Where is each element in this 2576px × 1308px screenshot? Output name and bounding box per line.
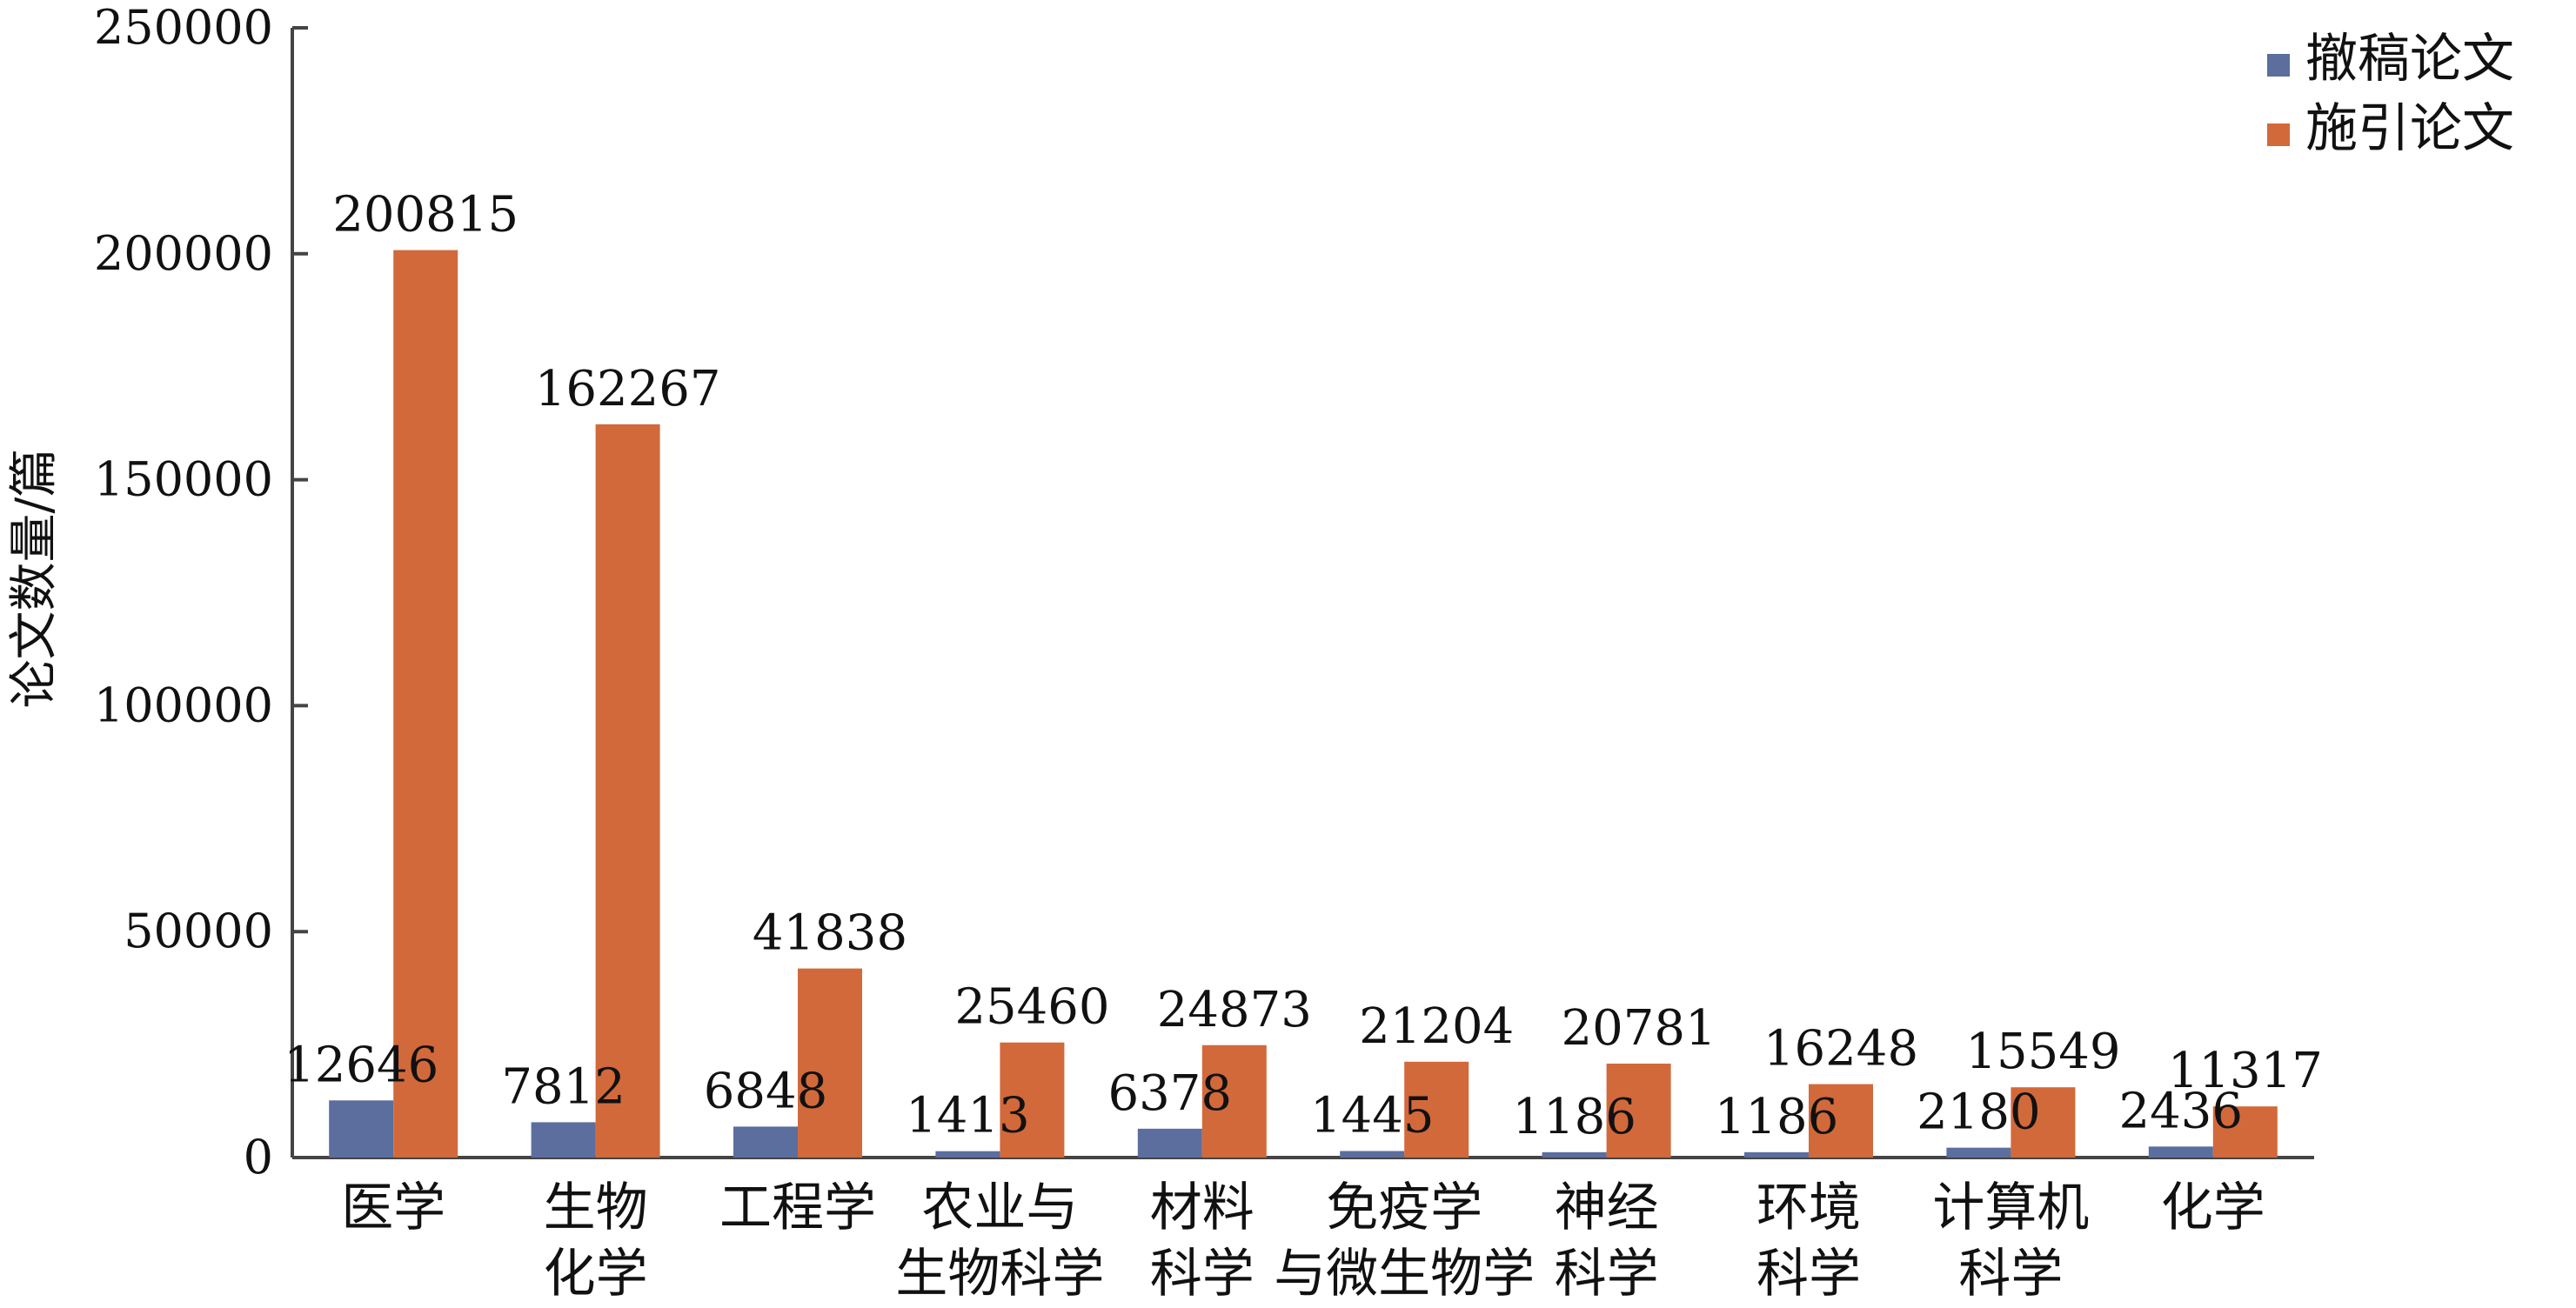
category-label: 材料科学 xyxy=(1150,1178,1255,1305)
retracted-bar xyxy=(531,1122,596,1158)
category-label-line: 化学 xyxy=(2161,1178,2265,1238)
citing-bar xyxy=(1606,1064,1671,1158)
retracted-bar xyxy=(1137,1128,1202,1158)
category-label: 环境科学 xyxy=(1756,1178,1861,1305)
citing-value-label: 25460 xyxy=(954,979,1109,1036)
retracted-value-label: 1186 xyxy=(1715,1089,1839,1145)
retracted-value-label: 12646 xyxy=(284,1037,438,1093)
category-label: 免疫学与微生物学 xyxy=(1274,1178,1535,1305)
category-label: 化学 xyxy=(2161,1178,2265,1238)
category-label-line: 生物科学 xyxy=(895,1244,1104,1305)
citing-bar xyxy=(2212,1106,2278,1158)
citing-value-label: 24873 xyxy=(1157,982,1312,1038)
category-label-line: 材料 xyxy=(1150,1178,1255,1238)
category-label-line: 科学 xyxy=(1150,1244,1255,1305)
retracted-value-label: 6378 xyxy=(1108,1065,1233,1122)
retracted-value-label: 7812 xyxy=(501,1058,626,1115)
retracted-bar xyxy=(1542,1151,1607,1158)
category-label-line: 科学 xyxy=(1555,1244,1659,1305)
citing-bar xyxy=(798,968,862,1158)
y-axis-label: 论文数量/篇 xyxy=(6,449,63,709)
category-label-line: 农业与 xyxy=(921,1178,1078,1238)
category-label-line: 工程学 xyxy=(719,1178,876,1238)
retracted-bar xyxy=(1744,1151,1809,1158)
retracted-bar xyxy=(733,1126,798,1158)
category-label-line: 与微生物学 xyxy=(1274,1244,1535,1305)
retracted-value-label: 2436 xyxy=(2119,1083,2244,1139)
category-label: 医学 xyxy=(341,1178,445,1238)
data-labels: 12646 200815 7812 162267 6848 41838 1413 25460 6… xyxy=(284,187,2323,1145)
category-label: 计算机科学 xyxy=(1932,1178,2089,1305)
citing-bar xyxy=(2011,1087,2076,1158)
citing-value-label: 41838 xyxy=(753,905,907,962)
citing-value-label: 20781 xyxy=(1562,1000,1716,1057)
citing-bar xyxy=(1000,1042,1065,1158)
category-label-line: 免疫学 xyxy=(1326,1178,1482,1238)
retracted-bar xyxy=(1946,1147,2011,1158)
retracted-value-label: 1413 xyxy=(906,1088,1030,1144)
citing-bar xyxy=(1404,1061,1469,1158)
legend-swatch xyxy=(2267,54,2290,77)
bars xyxy=(329,250,2278,1158)
category-label-line: 生物 xyxy=(544,1178,648,1238)
y-axis: 0 50000 100000 150000 200000 250000 xyxy=(94,0,308,1185)
citing-bar xyxy=(595,424,660,1158)
category-label-line: 医学 xyxy=(341,1178,445,1238)
citing-bar xyxy=(1809,1084,1873,1158)
y-tick-label: 200000 xyxy=(94,226,273,281)
category-label: 生物化学 xyxy=(544,1178,648,1305)
citing-value-label: 200815 xyxy=(332,187,519,244)
citing-value-label: 11317 xyxy=(2168,1043,2323,1099)
category-label-line: 环境 xyxy=(1756,1178,1861,1238)
citing-value-label: 15549 xyxy=(1965,1024,2120,1080)
citing-value-label: 16248 xyxy=(1763,1021,1918,1078)
category-label-line: 计算机 xyxy=(1932,1178,2089,1238)
category-label-line: 科学 xyxy=(1958,1244,2063,1305)
retracted-bar xyxy=(935,1151,1000,1158)
retracted-bar xyxy=(2148,1146,2213,1158)
y-tick-label: 100000 xyxy=(94,677,273,732)
retracted-value-label: 1186 xyxy=(1512,1089,1636,1145)
category-label-line: 科学 xyxy=(1756,1244,1861,1305)
y-tick-label: 50000 xyxy=(124,904,273,958)
y-tick-label: 150000 xyxy=(94,452,273,507)
citing-bar xyxy=(1201,1044,1267,1158)
retracted-value-label: 1445 xyxy=(1310,1087,1435,1144)
category-label: 神经科学 xyxy=(1555,1178,1659,1305)
category-label-line: 神经 xyxy=(1555,1178,1659,1238)
category-label: 工程学 xyxy=(719,1178,876,1238)
legend-swatch xyxy=(2267,123,2290,146)
legend-label: 施引论文 xyxy=(2305,98,2514,159)
y-tick-label: 0 xyxy=(244,1130,273,1185)
retracted-bar xyxy=(329,1100,394,1158)
retracted-bar xyxy=(1340,1151,1405,1158)
category-label-line: 化学 xyxy=(544,1244,648,1305)
y-tick-label: 250000 xyxy=(94,0,273,55)
citing-value-label: 21204 xyxy=(1359,998,1514,1055)
legend-label: 撤稿论文 xyxy=(2305,29,2514,90)
citing-bar xyxy=(393,250,458,1158)
category-label: 农业与生物科学 xyxy=(895,1178,1104,1305)
citing-value-label: 162267 xyxy=(535,361,721,417)
retracted-value-label: 2180 xyxy=(1917,1084,2041,1141)
retracted-value-label: 6848 xyxy=(704,1063,828,1119)
